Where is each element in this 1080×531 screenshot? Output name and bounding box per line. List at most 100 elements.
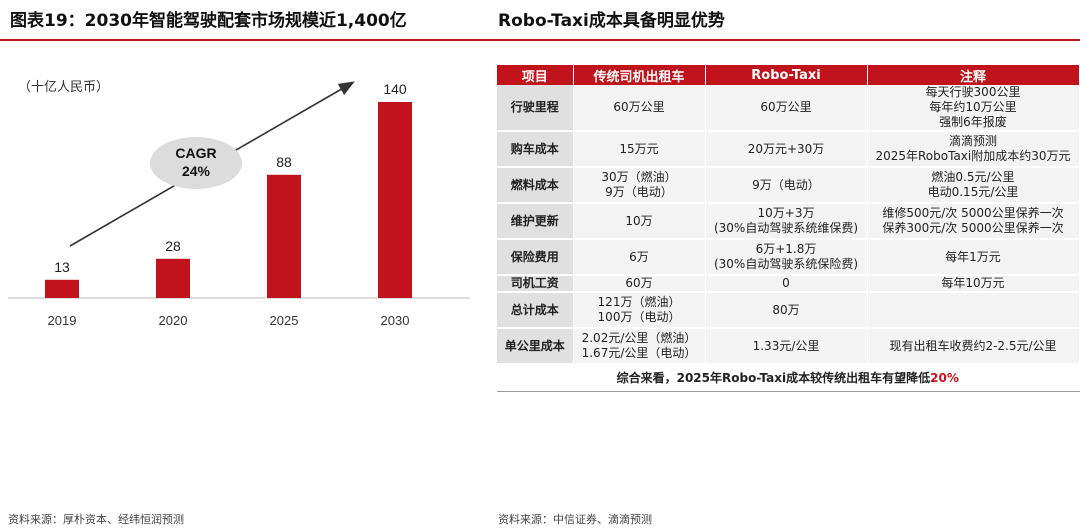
market-size-bar-chart: CAGR 24% 13 2019 28 2020 88 2025 140 2030 [8, 81, 470, 328]
robotaxi-cell: 0 [705, 275, 868, 293]
data-label-2019: 13 [54, 259, 70, 275]
traditional-taxi-cell: 6万 [573, 239, 706, 276]
cell-line: 燃油0.5元/公里 [931, 170, 1015, 184]
traditional-taxi-cell: 10万 [573, 203, 706, 240]
cell-line: 20万元+30万 [747, 141, 825, 156]
cell-line: 30万（燃油） [601, 170, 677, 184]
cagr-bubble [150, 137, 242, 189]
robotaxi-cell: 80万 [705, 292, 868, 329]
cell-line: 每年1万元 [945, 249, 1001, 264]
cell-line: 10万 [625, 213, 653, 228]
cagr-value: 24% [182, 163, 211, 179]
cell-line: 6万+1.8万 [755, 242, 817, 256]
note-cell: 燃油0.5元/公里 电动0.15元/公里 [867, 167, 1080, 204]
cell-line: 60万公里 [760, 100, 812, 114]
row-item-label: 行驶里程 [497, 85, 574, 132]
cell-line: 100万（电动） [597, 310, 681, 324]
cell-line: 6万 [629, 249, 649, 264]
row-item-label: 司机工资 [497, 275, 574, 293]
cell-line: 60万公里 [613, 100, 665, 114]
cell-line: 维修500元/次 5000公里保养一次 [882, 206, 1064, 220]
right-table-title: Robo-Taxi成本具备明显优势 [498, 11, 725, 31]
cell-line: 60万 [625, 276, 653, 290]
table-row: 总计成本 121万（燃油） 100万（电动） 80万 [497, 292, 1080, 329]
table-row: 燃料成本 30万（燃油） 9万（电动） 9万（电动） 燃油0.5元/公里 电动0.15元/… [497, 167, 1080, 204]
note-cell: 每天行驶300公里 每年约10万公里 强制6年报废 [867, 85, 1080, 132]
x-tick-2030: 2030 [381, 313, 410, 328]
summary-text: 综合来看，2025年Robo-Taxi成本较传统出租车有望降低 [616, 370, 931, 385]
cell-line: 滴滴预测 [948, 134, 997, 148]
summary-row: 综合来看，2025年Robo-Taxi成本较传统出租车有望降低20% [497, 364, 1080, 392]
bar-2019 [45, 279, 79, 298]
table-row: 司机工资 60万 0 每年10万元 [497, 275, 1080, 293]
note-cell [867, 292, 1080, 329]
cell-line: 1.33元/公里 [752, 338, 820, 353]
table-header-row: 项目 传统司机出租车 Robo-Taxi 注释 [497, 65, 1080, 85]
cell-line: 每年约10万公里 [929, 100, 1017, 114]
cell-line: 电动0.15元/公里 [927, 185, 1019, 199]
left-source-note: 资料来源：厚朴资本、经纬恒润预测 [8, 513, 184, 526]
table-row: 购车成本 15万元 20万元+30万 滴滴预测 2025年RoboTaxi附加成本约30… [497, 131, 1080, 168]
data-label-2025: 88 [276, 154, 292, 170]
summary-cell: 综合来看，2025年Robo-Taxi成本较传统出租车有望降低20% [497, 364, 1080, 392]
row-item-label: 保险费用 [497, 239, 574, 276]
cell-line: 10万+3万 [757, 206, 815, 220]
x-tick-2020: 2020 [159, 313, 188, 328]
row-item-label: 燃料成本 [497, 167, 574, 204]
note-cell: 每年1万元 [867, 239, 1080, 276]
robotaxi-cell: 60万公里 [705, 85, 868, 132]
note-cell: 现有出租车收费约2-2.5元/公里 [867, 328, 1080, 365]
traditional-taxi-cell: 15万元 [573, 131, 706, 168]
robotaxi-cell: 20万元+30万 [705, 131, 868, 168]
cell-line: 1.67元/公里（电动） [581, 346, 697, 360]
robotaxi-cell: 10万+3万 (30%自动驾驶系统维保费) [705, 203, 868, 240]
right-source-note: 资料来源：中信证券、滴滴预测 [498, 513, 652, 526]
traditional-taxi-cell: 121万（燃油） 100万（电动） [573, 292, 706, 329]
row-item-label: 维护更新 [497, 203, 574, 240]
note-cell: 每年10万元 [867, 275, 1080, 293]
note-cell: 滴滴预测 2025年RoboTaxi附加成本约30万元 [867, 131, 1080, 168]
cell-line: 121万（燃油） [597, 295, 681, 309]
row-item-label: 总计成本 [497, 292, 574, 329]
data-label-2020: 28 [165, 238, 181, 254]
unit-label: （十亿人民币） [18, 80, 110, 95]
table-row: 维护更新 10万 10万+3万 (30%自动驾驶系统维保费) 维修500元/次 5000… [497, 203, 1080, 240]
cell-line: 0 [782, 276, 790, 290]
traditional-taxi-cell: 60万公里 [573, 85, 706, 132]
traditional-taxi-cell: 30万（燃油） 9万（电动） [573, 167, 706, 204]
bar-2020 [156, 258, 190, 298]
bar-2025 [267, 174, 301, 298]
cell-line: 9万（电动） [605, 185, 673, 199]
cell-line: 强制6年报废 [939, 115, 1007, 129]
cell-line: (30%自动驾驶系统保险费) [713, 257, 859, 271]
left-chart-title: 图表19：2030年智能驾驶配套市场规模近1,400亿 [10, 11, 407, 31]
traditional-taxi-cell: 60万 [573, 275, 706, 293]
table-row: 行驶里程 60万公里 60万公里 每天行驶300公里 每年约10万公里 强制6年报废 [497, 85, 1080, 132]
cell-line: 每天行驶300公里 [925, 85, 1021, 99]
table-row: 单公里成本 2.02元/公里（燃油） 1.67元/公里（电动） 1.33元/公里 现有出… [497, 328, 1080, 365]
x-tick-2025: 2025 [270, 313, 299, 328]
data-label-2030: 140 [383, 81, 407, 97]
header-robotaxi: Robo-Taxi [705, 65, 868, 85]
traditional-taxi-cell: 2.02元/公里（燃油） 1.67元/公里（电动） [573, 328, 706, 365]
cell-line: 2025年RoboTaxi附加成本约30万元 [875, 149, 1071, 163]
note-cell: 维修500元/次 5000公里保养一次 保养300元/次 5000公里保养一次 [867, 203, 1080, 240]
robotaxi-cell: 9万（电动） [705, 167, 868, 204]
header-item: 项目 [497, 65, 574, 85]
robotaxi-cell: 1.33元/公里 [705, 328, 868, 365]
cagr-label: CAGR [175, 145, 216, 161]
robotaxi-cell: 6万+1.8万 (30%自动驾驶系统保险费) [705, 239, 868, 276]
cell-line: 80万 [772, 302, 800, 317]
cost-comparison-table: 项目 传统司机出租车 Robo-Taxi 注释 行驶里程 60万公里 60万公里 每天… [497, 65, 1080, 392]
header-divider [0, 39, 1080, 41]
header-traditional-taxi: 传统司机出租车 [573, 65, 706, 85]
cell-line: (30%自动驾驶系统维保费) [713, 221, 859, 235]
row-item-label: 单公里成本 [497, 328, 574, 365]
cell-line: 9万（电动） [752, 177, 820, 192]
cell-line: 保养300元/次 5000公里保养一次 [882, 221, 1064, 235]
cell-line: 2.02元/公里（燃油） [581, 331, 697, 345]
header-notes: 注释 [867, 65, 1080, 85]
cell-line: 每年10万元 [941, 276, 1005, 290]
cell-line: 15万元 [619, 141, 659, 156]
bar-2030 [378, 102, 412, 298]
